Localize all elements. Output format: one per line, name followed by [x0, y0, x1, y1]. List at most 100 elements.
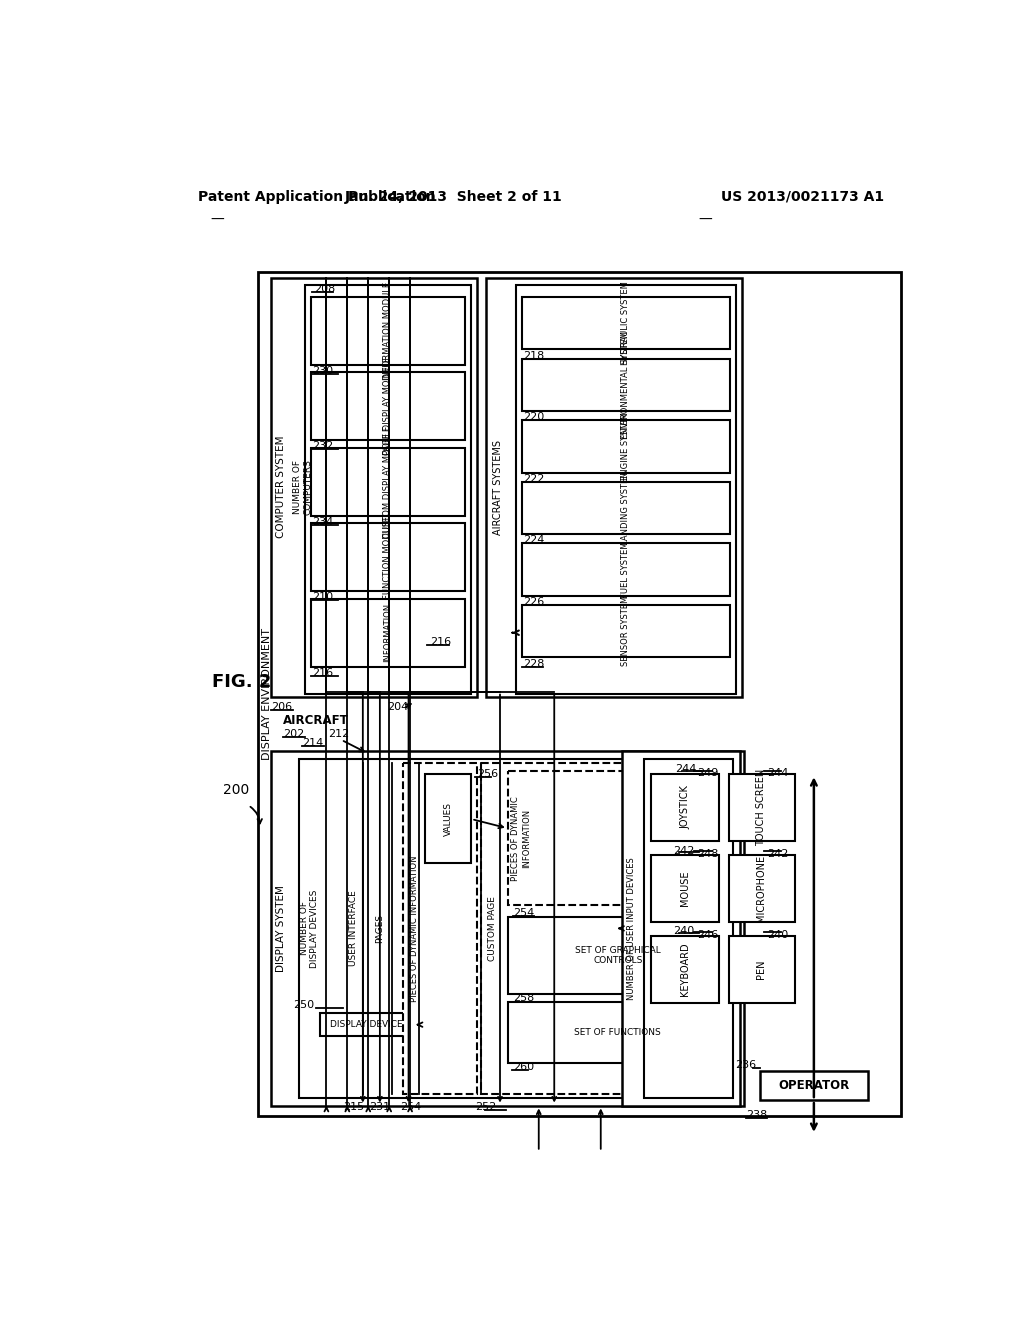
Text: 236: 236: [734, 1060, 756, 1069]
Text: 238: 238: [746, 1110, 768, 1119]
Text: 250: 250: [293, 1001, 314, 1010]
Text: 248: 248: [697, 849, 719, 859]
Text: 215: 215: [343, 1102, 365, 1111]
Text: 206: 206: [271, 702, 293, 711]
Text: TOUCH SCREEN: TOUCH SCREEN: [756, 768, 766, 846]
Text: HYDRAULIC SYSTEM: HYDRAULIC SYSTEM: [621, 281, 630, 366]
Text: —: —: [698, 213, 713, 227]
Text: 226: 226: [523, 597, 545, 607]
Bar: [729, 936, 795, 1003]
Text: 222: 222: [523, 474, 545, 483]
Bar: [480, 763, 732, 1094]
Text: FUEL SYSTEM: FUEL SYSTEM: [621, 541, 630, 598]
Text: 212: 212: [328, 729, 349, 739]
Text: MICROPHONE: MICROPHONE: [756, 855, 766, 921]
Text: Jan. 24, 2013  Sheet 2 of 11: Jan. 24, 2013 Sheet 2 of 11: [345, 190, 562, 203]
Text: PIECES OF DYNAMIC INFORMATION: PIECES OF DYNAMIC INFORMATION: [411, 855, 419, 1002]
Text: ENGINE SYSTEM: ENGINE SYSTEM: [621, 412, 630, 480]
Bar: [651, 936, 719, 1003]
Text: 208: 208: [314, 284, 335, 294]
Text: 202: 202: [283, 729, 304, 739]
Text: SET OF GRAPHICAL
CONTROLS: SET OF GRAPHICAL CONTROLS: [574, 945, 660, 965]
Bar: [258, 272, 901, 1115]
Bar: [311, 372, 465, 441]
Bar: [729, 855, 795, 923]
Text: 214: 214: [302, 738, 324, 748]
Bar: [271, 751, 744, 1106]
Text: US 2013/0021173 A1: US 2013/0021173 A1: [721, 190, 884, 203]
Text: AIRCRAFT: AIRCRAFT: [283, 714, 349, 727]
Text: 256: 256: [477, 770, 498, 779]
Bar: [508, 1002, 729, 1063]
Text: NUMBER OF
COMPUTERS: NUMBER OF COMPUTERS: [293, 459, 312, 515]
Text: AIRCRAFT SYSTEMS: AIRCRAFT SYSTEMS: [493, 440, 503, 535]
Bar: [311, 297, 465, 364]
Text: CUSTOM PAGE: CUSTOM PAGE: [487, 896, 497, 961]
Text: ENVIRONMENTAL SYSTEM: ENVIRONMENTAL SYSTEM: [621, 331, 630, 438]
Bar: [403, 763, 477, 1094]
Text: DISPLAY SYSTEM: DISPLAY SYSTEM: [275, 884, 286, 972]
Bar: [651, 775, 719, 841]
Text: 244: 244: [767, 768, 788, 777]
Bar: [521, 605, 730, 657]
Text: 200: 200: [222, 783, 249, 797]
Text: 249: 249: [697, 768, 719, 777]
Text: FIG. 2: FIG. 2: [212, 673, 271, 690]
Text: 218: 218: [523, 351, 545, 360]
Bar: [623, 751, 740, 1106]
Text: FUNCTION MODULE: FUNCTION MODULE: [383, 516, 392, 599]
Text: 231: 231: [370, 1102, 390, 1111]
Text: CUSTOM DISPLAY MODULE: CUSTOM DISPLAY MODULE: [383, 426, 392, 537]
Bar: [508, 917, 729, 994]
Text: MOUSE: MOUSE: [680, 871, 690, 906]
Text: Patent Application Publication: Patent Application Publication: [198, 190, 435, 203]
Bar: [651, 855, 719, 923]
Text: 210: 210: [312, 593, 334, 602]
Text: 254: 254: [400, 1102, 422, 1111]
Text: KEYBOARD: KEYBOARD: [680, 942, 690, 997]
Text: 204: 204: [388, 702, 409, 711]
Text: 258: 258: [513, 993, 535, 1003]
Bar: [760, 1071, 868, 1100]
Text: PAGES: PAGES: [376, 913, 384, 942]
Text: LANDING SYSTEM: LANDING SYSTEM: [621, 471, 630, 545]
Text: JOYSTICK: JOYSTICK: [680, 785, 690, 829]
Text: OPERATOR: OPERATOR: [778, 1078, 850, 1092]
Bar: [515, 285, 736, 693]
Text: PIECES OF DYNAMIC
INFORMATION: PIECES OF DYNAMIC INFORMATION: [511, 796, 530, 880]
Text: 240: 240: [767, 929, 788, 940]
Text: USER INTERFACE: USER INTERFACE: [349, 891, 358, 966]
Text: 252: 252: [475, 1102, 497, 1111]
Bar: [425, 775, 471, 863]
Text: 232: 232: [312, 441, 334, 451]
Text: 228: 228: [523, 659, 545, 668]
Bar: [299, 759, 738, 1098]
Text: COMPUTER SYSTEM: COMPUTER SYSTEM: [275, 436, 286, 539]
Bar: [521, 359, 730, 411]
Text: 234: 234: [312, 517, 334, 527]
Text: VALUES: VALUES: [443, 803, 453, 836]
Text: 242: 242: [673, 846, 694, 855]
Text: SET OF FUNCTIONS: SET OF FUNCTIONS: [574, 1028, 662, 1036]
Bar: [521, 297, 730, 350]
Text: PAGE DISPLAY MODULE: PAGE DISPLAY MODULE: [383, 358, 392, 455]
Text: 254: 254: [513, 908, 535, 917]
Bar: [521, 420, 730, 473]
Text: 240: 240: [673, 927, 694, 936]
Text: —: —: [210, 213, 224, 227]
Bar: [521, 544, 730, 595]
Bar: [305, 285, 471, 693]
Text: 246: 246: [697, 929, 719, 940]
Bar: [508, 771, 729, 906]
Text: INFORMATION: INFORMATION: [383, 603, 392, 663]
Text: NUMBER OF
DISPLAY DEVICES: NUMBER OF DISPLAY DEVICES: [300, 890, 319, 968]
Text: 242: 242: [767, 849, 788, 859]
Bar: [311, 447, 465, 516]
Text: DISPLAY ENVIRONMENT: DISPLAY ENVIRONMENT: [262, 627, 271, 759]
Bar: [311, 524, 465, 591]
Text: 216: 216: [312, 668, 334, 677]
Text: 220: 220: [523, 412, 545, 422]
Text: SENSOR SYSTEM: SENSOR SYSTEM: [621, 597, 630, 667]
Bar: [271, 277, 477, 697]
Text: DISPLAY DEVICE: DISPLAY DEVICE: [331, 1020, 403, 1030]
